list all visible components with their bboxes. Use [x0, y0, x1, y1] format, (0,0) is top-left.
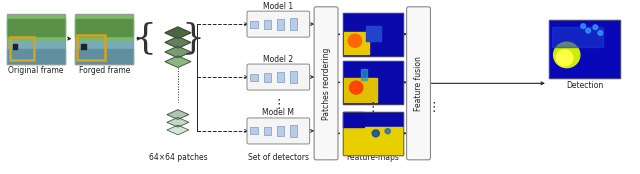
Bar — [250, 128, 258, 135]
Bar — [13, 44, 17, 49]
Circle shape — [372, 130, 380, 137]
Circle shape — [349, 81, 363, 94]
Circle shape — [586, 28, 591, 33]
Bar — [361, 69, 367, 80]
Bar — [343, 13, 403, 56]
Bar — [343, 13, 403, 56]
Bar — [365, 26, 381, 41]
Bar — [343, 112, 403, 155]
Text: Set of detectors: Set of detectors — [248, 153, 309, 162]
Circle shape — [385, 129, 390, 134]
FancyBboxPatch shape — [406, 7, 431, 160]
Bar — [7, 49, 65, 64]
Bar — [344, 32, 369, 54]
Bar — [264, 73, 271, 81]
Bar — [276, 72, 284, 82]
Polygon shape — [165, 37, 191, 48]
Circle shape — [554, 42, 580, 68]
Bar — [343, 112, 403, 155]
Polygon shape — [167, 110, 189, 119]
Text: ⋮: ⋮ — [367, 101, 379, 114]
Bar — [250, 74, 258, 81]
Text: Model M: Model M — [262, 108, 294, 117]
FancyBboxPatch shape — [247, 64, 310, 90]
Circle shape — [580, 24, 586, 28]
Polygon shape — [165, 27, 191, 39]
Bar — [549, 20, 620, 78]
Bar — [343, 61, 403, 104]
Bar — [7, 41, 65, 64]
Bar — [10, 37, 34, 60]
Text: Forged frame: Forged frame — [79, 66, 130, 76]
Bar — [290, 125, 297, 137]
Bar — [7, 14, 65, 64]
FancyBboxPatch shape — [247, 11, 310, 37]
Polygon shape — [167, 125, 189, 135]
Text: }: } — [181, 22, 204, 56]
Text: Feature-maps: Feature-maps — [346, 153, 399, 162]
Circle shape — [348, 34, 362, 47]
Bar — [343, 127, 403, 155]
Polygon shape — [165, 46, 191, 58]
Bar — [276, 19, 284, 30]
Text: Detection: Detection — [566, 81, 604, 90]
Bar — [264, 20, 271, 29]
Circle shape — [598, 31, 603, 35]
Text: Patches reordering: Patches reordering — [321, 47, 330, 120]
Bar — [343, 112, 364, 127]
Text: Model 2: Model 2 — [263, 55, 293, 64]
Bar — [549, 20, 620, 78]
Bar — [81, 44, 86, 49]
FancyBboxPatch shape — [314, 7, 338, 160]
FancyBboxPatch shape — [247, 118, 310, 144]
Text: Feature fusion: Feature fusion — [414, 56, 423, 111]
Bar — [7, 19, 65, 36]
Bar — [552, 27, 602, 48]
Text: 64×64 patches: 64×64 patches — [148, 153, 207, 162]
Text: Model 1: Model 1 — [263, 2, 293, 11]
Text: Original frame: Original frame — [8, 66, 63, 76]
Circle shape — [593, 25, 598, 30]
Bar — [76, 19, 133, 36]
Bar — [250, 21, 258, 28]
Text: ⋮: ⋮ — [272, 97, 285, 110]
Bar — [290, 18, 297, 30]
Bar — [77, 35, 106, 60]
Polygon shape — [165, 56, 191, 68]
Bar — [76, 14, 133, 41]
Bar — [76, 14, 133, 64]
Bar — [290, 71, 297, 83]
Circle shape — [556, 50, 573, 66]
Text: {: { — [134, 22, 157, 56]
Text: ⋮: ⋮ — [428, 101, 440, 114]
Bar — [76, 41, 133, 64]
Bar — [7, 14, 65, 41]
Bar — [264, 126, 271, 135]
Polygon shape — [167, 117, 189, 127]
Bar — [343, 61, 403, 104]
Bar — [76, 49, 133, 64]
Bar — [344, 78, 377, 102]
Bar — [276, 126, 284, 136]
